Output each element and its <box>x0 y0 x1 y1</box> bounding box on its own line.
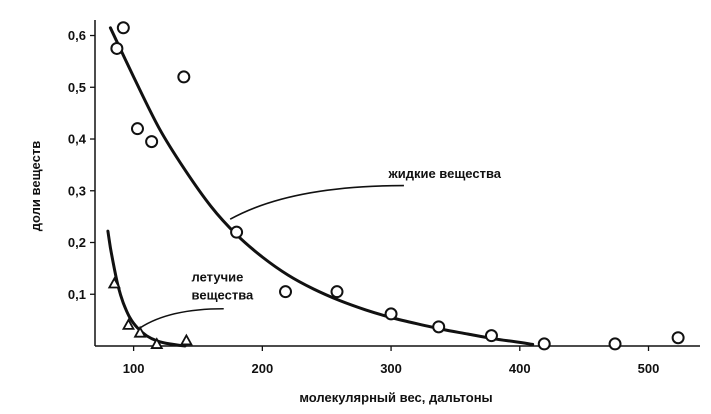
data-point-circle <box>177 70 191 84</box>
x-tick-label: 300 <box>380 361 402 376</box>
data-point-circle <box>484 329 498 343</box>
data-point-triangle <box>121 318 135 330</box>
data-point-circle <box>110 41 124 55</box>
data-point-circle <box>130 122 144 136</box>
data-point-circle <box>116 21 130 35</box>
data-point-circle <box>279 285 293 299</box>
fit-curves <box>106 26 535 348</box>
data-point-circle <box>537 337 551 351</box>
data-point-triangle <box>107 276 121 289</box>
y-tick-label: 0,6 <box>68 28 86 43</box>
y-tick-label: 0,4 <box>68 132 87 147</box>
data-point-circle <box>671 331 685 345</box>
y-tick-label: 0,1 <box>68 287 86 302</box>
series-label: жидкие вещества <box>387 166 501 181</box>
y-axis-title: доли веществ <box>28 141 43 231</box>
fit-curve-series-1 <box>106 229 187 348</box>
annotations: жидкие вещества летучие вещества <box>139 166 502 329</box>
series-label: вещества <box>192 287 254 302</box>
data-point-circle <box>432 320 446 334</box>
y-tick-label: 0,3 <box>68 183 86 198</box>
y-tick-label: 0,5 <box>68 80 86 95</box>
x-tick-label: 500 <box>638 361 660 376</box>
data-point-triangle <box>179 333 193 346</box>
x-tick-label: 400 <box>509 361 531 376</box>
data-point-circle <box>145 135 159 149</box>
annotation-leader-0 <box>229 184 404 220</box>
data-point-circle <box>608 337 622 351</box>
data-point-triangle <box>133 325 147 338</box>
data-point-circle <box>230 225 244 239</box>
series-label: летучие <box>192 269 244 284</box>
data-point-triangle <box>150 337 164 349</box>
annotation-leader-1 <box>139 307 224 329</box>
fit-curve-series-0 <box>108 26 535 346</box>
data-points <box>107 21 685 351</box>
data-point-circle <box>330 285 344 299</box>
y-tick-label: 0,2 <box>68 235 86 250</box>
data-point-circle <box>384 307 398 321</box>
x-tick-label: 200 <box>251 361 273 376</box>
x-axis-title: молекулярный вес, дальтоны <box>299 390 492 405</box>
x-tick-label: 100 <box>123 361 145 376</box>
axes: 100 200 300 400 500 0,1 0,2 0,3 0,4 0,5 0,6 <box>68 20 700 376</box>
